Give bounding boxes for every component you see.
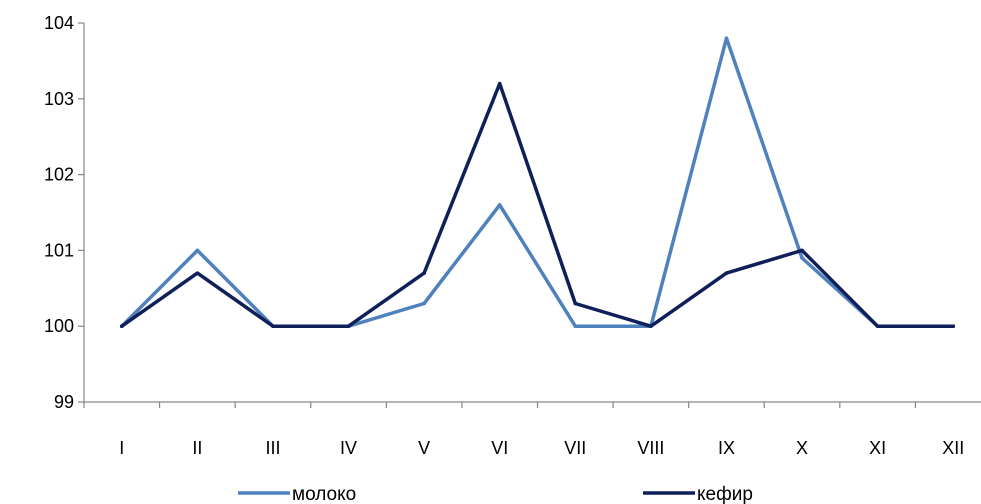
x-tick-label: VIII [637, 438, 664, 458]
y-tick-label: 100 [44, 316, 74, 336]
legend-item-1: молоко [238, 484, 356, 504]
data-point [422, 301, 426, 306]
x-axis: I II III IV V VI VII VIII IX X XI XII [83, 401, 981, 458]
data-point [195, 248, 200, 253]
data-point [422, 271, 426, 275]
data-point [951, 324, 956, 329]
series-layer [119, 36, 956, 329]
y-axis: 99 100 101 102 103 104 [44, 13, 85, 412]
legend-label: кефир [697, 484, 753, 504]
data-point [497, 81, 502, 86]
x-tick-label: IV [340, 438, 357, 458]
series-line-1 [120, 36, 955, 328]
data-point [649, 324, 653, 329]
x-tick-label: V [418, 438, 430, 458]
x-tick-label: II [192, 438, 202, 458]
data-point [724, 271, 729, 275]
y-tick-label: 99 [54, 392, 74, 412]
x-tick-label: VII [564, 438, 586, 458]
data-point [195, 271, 200, 275]
x-tick-label: I [119, 438, 124, 458]
data-point [875, 324, 880, 329]
x-tick-label: IX [718, 438, 735, 458]
data-point [800, 256, 804, 260]
data-point [573, 301, 578, 306]
x-tick-label: XII [942, 438, 964, 458]
data-point [573, 324, 578, 329]
series-line-2 [120, 81, 955, 328]
legend: молоко кефир [238, 484, 753, 504]
y-tick-label: 104 [44, 13, 74, 33]
x-tick-label: VI [491, 438, 508, 458]
x-tick-label: XI [869, 438, 886, 458]
y-tick-label: 102 [44, 165, 74, 185]
data-point [271, 324, 275, 329]
y-tick-label: 103 [44, 89, 74, 109]
data-point [724, 36, 729, 40]
x-tick-label: III [265, 438, 280, 458]
data-point [800, 248, 804, 253]
y-tick-label: 101 [44, 240, 74, 260]
data-point [346, 324, 351, 329]
legend-item-2: кефир [643, 484, 753, 504]
data-point [497, 203, 502, 207]
data-point [119, 324, 124, 329]
x-tick-label: X [796, 438, 808, 458]
legend-label: молоко [292, 484, 356, 504]
